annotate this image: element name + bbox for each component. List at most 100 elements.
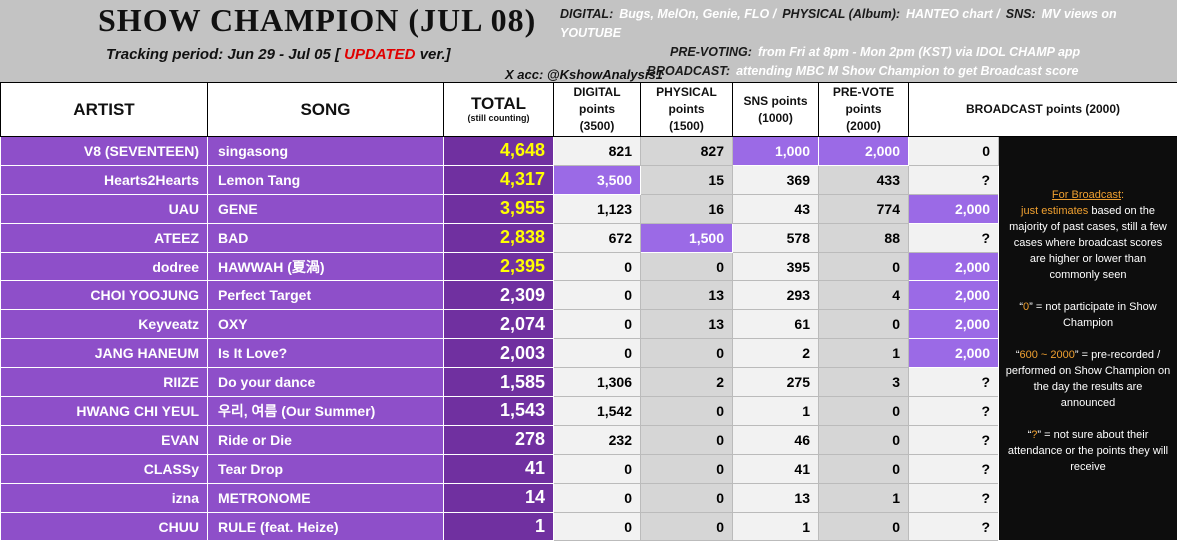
broadcast-cell: ?	[908, 396, 999, 426]
table-row: RIIZE Do your dance 1,585 1,306 2 275 3?	[0, 367, 1177, 398]
sns-cell: 1	[732, 396, 819, 426]
broadcast-cell: 2,000	[908, 338, 999, 369]
artist-cell: RIIZE	[0, 367, 208, 398]
note-text: ” = pre-recorded / performed on Show Cha…	[1005, 348, 1171, 409]
col-sns: SNS points (1000)	[732, 82, 819, 137]
header-line: DIGITAL	[573, 85, 621, 99]
prevote-cell: 4	[818, 280, 909, 311]
artist-cell: CHUU	[0, 511, 208, 542]
table-row: HWANG CHI YEUL 우리, 여름 (Our Summer) 1,543 1,…	[0, 396, 1177, 426]
digital-cell: 1,123	[553, 193, 641, 224]
table-row: EVAN Ride or Die 278 232 0 46 0?	[0, 424, 1177, 455]
digital-cell: 0	[553, 453, 641, 484]
total-cell: 2,838	[443, 222, 554, 253]
note-text: ” = not sure about their attendance or t…	[1007, 428, 1169, 473]
broadcast-cell: ?	[908, 164, 999, 195]
broadcast-cell: 2,000	[908, 251, 999, 282]
note-line: DIGITAL: Bugs, MelOn, Genie, FLO / PHYSICA…	[560, 5, 1170, 43]
table-row: JANG HANEUM Is It Love? 2,003 0 0 2 1 2,000	[0, 338, 1177, 369]
col-song: SONG	[207, 82, 444, 137]
physical-cell: 13	[640, 280, 733, 311]
note-heading-text: For Broadcast	[1051, 188, 1122, 201]
prevote-cell: 0	[818, 309, 909, 340]
tracking-period: Tracking period: Jun 29 - Jul 05 [ UPDAT…	[106, 46, 451, 63]
digital-cell: 1,306	[553, 367, 641, 398]
note-text: Bugs, MelOn, Genie, FLO /	[619, 7, 777, 21]
x-account: X acc: @KshowAnalysis1	[505, 67, 663, 82]
digital-cell: 3,500	[553, 164, 641, 195]
sns-cell: 395	[732, 251, 819, 282]
broadcast-cell: ?	[908, 424, 999, 455]
col-total: TOTAL (still counting)	[443, 82, 554, 137]
sns-cell: 46	[732, 424, 819, 455]
artist-cell: ATEEZ	[0, 222, 208, 253]
total-cell: 2,003	[443, 338, 554, 369]
digital-cell: 0	[553, 338, 641, 369]
table-row: dodree HAWWAH (夏渦) 2,395 0 0 395 0 2,000	[0, 251, 1177, 282]
total-cell: 1	[443, 511, 554, 542]
header-line: (1500)	[669, 119, 704, 133]
note-highlight: 600 ~ 2000	[1019, 348, 1075, 361]
table-row: ATEEZ BAD 2,838 672 1,500 578 88?	[0, 222, 1177, 253]
prevote-cell: 0	[818, 396, 909, 426]
prevote-cell: 433	[818, 164, 909, 195]
broadcast-cell: ?	[908, 482, 999, 513]
broadcast-cell: 2,000	[908, 309, 999, 340]
tracking-suffix: ver.]	[419, 46, 451, 63]
broadcast-cell: 2,000	[908, 193, 999, 224]
total-cell: 3,955	[443, 193, 554, 224]
physical-cell: 2	[640, 367, 733, 398]
table-body: V8 (SEVENTEEN) singasong 4,648 821 827 1,000 2…	[0, 135, 1177, 542]
note-highlight: just estimates	[1021, 204, 1089, 217]
total-cell: 4,317	[443, 164, 554, 195]
total-cell: 14	[443, 482, 554, 513]
physical-cell: 0	[640, 482, 733, 513]
artist-cell: EVAN	[0, 424, 208, 455]
total-cell: 2,395	[443, 251, 554, 282]
prevote-cell: 1	[818, 338, 909, 369]
prevote-cell: 0	[818, 251, 909, 282]
table-row: CHUU RULE (feat. Heize) 1 0 0 1 0?	[0, 511, 1177, 542]
sns-cell: 1	[732, 511, 819, 542]
artist-cell: Hearts2Hearts	[0, 164, 208, 195]
sns-cell: 61	[732, 309, 819, 340]
prevote-cell: 0	[818, 424, 909, 455]
song-cell: Perfect Target	[207, 280, 444, 311]
artist-cell: dodree	[0, 251, 208, 282]
artist-cell: CHOI YOOJUNG	[0, 280, 208, 311]
sns-cell: 1,000	[732, 136, 819, 166]
note-text: attending MBC M Show Champion to get Bro…	[736, 64, 1079, 78]
note-paragraph: “?” = not sure about their attendance or…	[1005, 427, 1171, 475]
sns-cell: 41	[732, 453, 819, 484]
note-text: HANTEO chart /	[906, 7, 1000, 21]
note-label: BROADCAST:	[647, 64, 731, 78]
updated-tag: UPDATED	[344, 46, 416, 63]
note-line: PRE-VOTING: from Fri at 8pm - Mon 2pm (KS…	[560, 43, 1170, 62]
song-cell: OXY	[207, 309, 444, 340]
broadcast-cell: ?	[908, 367, 999, 398]
broadcast-cell: 0	[908, 136, 999, 166]
header-line: points	[668, 102, 705, 116]
digital-cell: 672	[553, 222, 641, 253]
header-line: (2000)	[846, 119, 881, 133]
note-text: “	[1015, 348, 1020, 361]
digital-cell: 1,542	[553, 396, 641, 426]
broadcast-cell: 2,000	[908, 280, 999, 311]
artist-cell: CLASSy	[0, 453, 208, 484]
sns-cell: 578	[732, 222, 819, 253]
artist-cell: JANG HANEUM	[0, 338, 208, 369]
total-cell: 2,309	[443, 280, 554, 311]
note-heading: For Broadcast:	[1005, 187, 1171, 203]
physical-cell: 16	[640, 193, 733, 224]
note-text: “	[1027, 428, 1032, 441]
note-label: PHYSICAL (Album):	[782, 7, 901, 21]
sns-cell: 369	[732, 164, 819, 195]
note-text: MV views on YOUTUBE	[560, 7, 1117, 40]
digital-cell: 0	[553, 482, 641, 513]
notes: DIGITAL: Bugs, MelOn, Genie, FLO / PHYSICA…	[560, 5, 1170, 81]
total-cell: 2,074	[443, 309, 554, 340]
table-row: CHOI YOOJUNG Perfect Target 2,309 0 13 293 4 2,…	[0, 280, 1177, 311]
physical-cell: 0	[640, 511, 733, 542]
song-cell: GENE	[207, 193, 444, 224]
song-cell: BAD	[207, 222, 444, 253]
